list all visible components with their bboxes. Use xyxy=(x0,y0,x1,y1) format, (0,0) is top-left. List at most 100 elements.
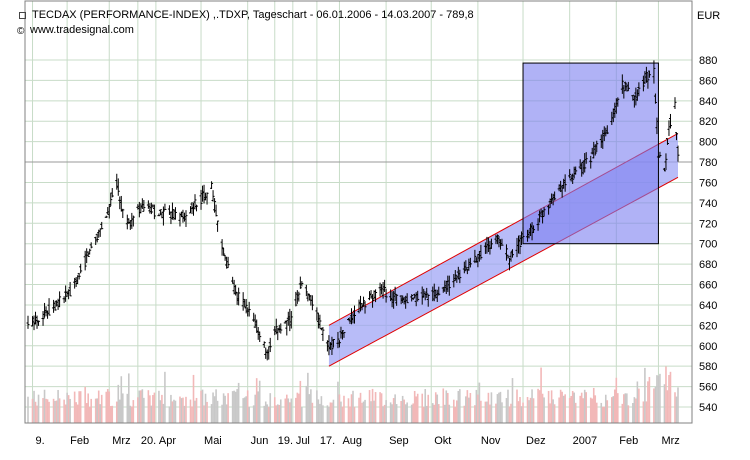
volume-bar xyxy=(404,404,407,423)
volume-bar xyxy=(73,391,76,423)
volume-bar xyxy=(549,403,551,423)
y-tick-label: 760 xyxy=(699,177,717,189)
volume-bar xyxy=(183,405,186,423)
volume-bar xyxy=(600,402,603,423)
volume-bar xyxy=(33,390,35,423)
volume-bar xyxy=(469,392,472,423)
volume-bar xyxy=(206,401,208,423)
volume-bar xyxy=(237,382,240,423)
volume-bar xyxy=(263,405,266,423)
volume-bar xyxy=(99,404,102,423)
volume-bar xyxy=(528,400,530,423)
volume-bar xyxy=(66,392,68,423)
volume-bar xyxy=(553,404,556,423)
x-tick-label: Mai xyxy=(204,435,222,447)
volume-bar xyxy=(227,393,229,423)
volume-bar xyxy=(171,401,174,423)
y-tick-label: 600 xyxy=(699,341,717,353)
volume-bar xyxy=(677,387,679,423)
volume-bar xyxy=(459,389,461,423)
volume-bar xyxy=(499,391,502,423)
volume-bar xyxy=(295,397,297,423)
volume-bar xyxy=(474,405,476,423)
volume-bar xyxy=(353,406,356,423)
volume-bar xyxy=(153,392,156,423)
x-tick-label: Mrz xyxy=(112,435,130,447)
volume-bar xyxy=(511,378,514,423)
volume-bar xyxy=(273,397,276,423)
volume-bar xyxy=(371,388,374,423)
volume-bar xyxy=(486,401,488,423)
volume-bar xyxy=(612,396,615,423)
volume-bar xyxy=(85,403,88,423)
volume-bar xyxy=(55,400,58,423)
volume-bar xyxy=(568,397,571,423)
plot-frame xyxy=(24,0,693,424)
volume-bar xyxy=(392,398,395,423)
volume-bar xyxy=(322,405,324,423)
volume-bar xyxy=(416,393,419,423)
y-tick-label: 800 xyxy=(699,137,717,149)
volume-bar xyxy=(547,390,550,423)
volume-bar xyxy=(550,390,553,423)
volume-bar xyxy=(248,406,250,423)
volume-bar xyxy=(519,396,521,423)
volume-bar xyxy=(326,405,329,423)
volume-bar xyxy=(579,395,581,423)
volume-bar xyxy=(543,397,545,423)
volume-bar xyxy=(225,404,228,423)
volume-bar xyxy=(121,393,124,423)
volume-bar xyxy=(158,390,160,423)
volume-bar xyxy=(231,391,234,423)
x-tick-label: Sep xyxy=(389,435,409,447)
volume-bar xyxy=(648,376,651,423)
volume-bar xyxy=(385,400,387,423)
volume-bar xyxy=(526,397,529,423)
volume-bar xyxy=(90,398,92,423)
volume-bar xyxy=(257,391,260,423)
volume-bar xyxy=(558,397,560,423)
volume-bar xyxy=(201,389,204,423)
y-tick-label: 820 xyxy=(699,116,717,128)
volume-bar xyxy=(465,396,467,423)
volume-bar xyxy=(289,402,291,423)
volume-bar xyxy=(400,400,402,423)
volume-bar xyxy=(669,371,672,423)
volume-bar xyxy=(653,388,655,423)
volume-bar xyxy=(147,390,150,423)
volume-bar xyxy=(341,406,344,423)
volume-bar xyxy=(337,381,339,423)
x-tick-label: Dez xyxy=(526,435,546,447)
volume-bar xyxy=(454,406,457,423)
volume-bar xyxy=(624,393,627,423)
volume-bar xyxy=(610,397,613,423)
volume-bar xyxy=(34,401,37,423)
volume-bar xyxy=(76,404,79,423)
y-tick-label: 560 xyxy=(699,382,717,394)
volume-bar xyxy=(96,398,99,423)
volume-bar xyxy=(52,398,55,423)
volume-bar xyxy=(320,396,323,423)
volume-bar xyxy=(583,389,586,423)
volume-bar xyxy=(570,395,572,423)
y-tick-label: 580 xyxy=(699,361,717,373)
volume-bar xyxy=(67,395,70,423)
volume-bar xyxy=(275,405,278,423)
volume-bar xyxy=(580,392,583,423)
volume-bar xyxy=(285,394,288,423)
volume-bar xyxy=(43,389,46,423)
volume-bar xyxy=(456,400,458,423)
volume-bar xyxy=(585,392,588,423)
volume-bar xyxy=(140,390,142,423)
volume-bar xyxy=(352,390,354,423)
volume-bar xyxy=(212,392,214,423)
volume-bar xyxy=(516,389,518,423)
volume-bar xyxy=(552,399,554,423)
volume-bar xyxy=(431,403,434,423)
volume-bar xyxy=(162,403,165,423)
copyright-icon: © xyxy=(17,26,25,37)
volume-bar xyxy=(152,395,154,423)
volume-bar xyxy=(349,406,351,423)
volume-bar xyxy=(562,395,565,423)
chart-box-icon xyxy=(19,12,26,19)
